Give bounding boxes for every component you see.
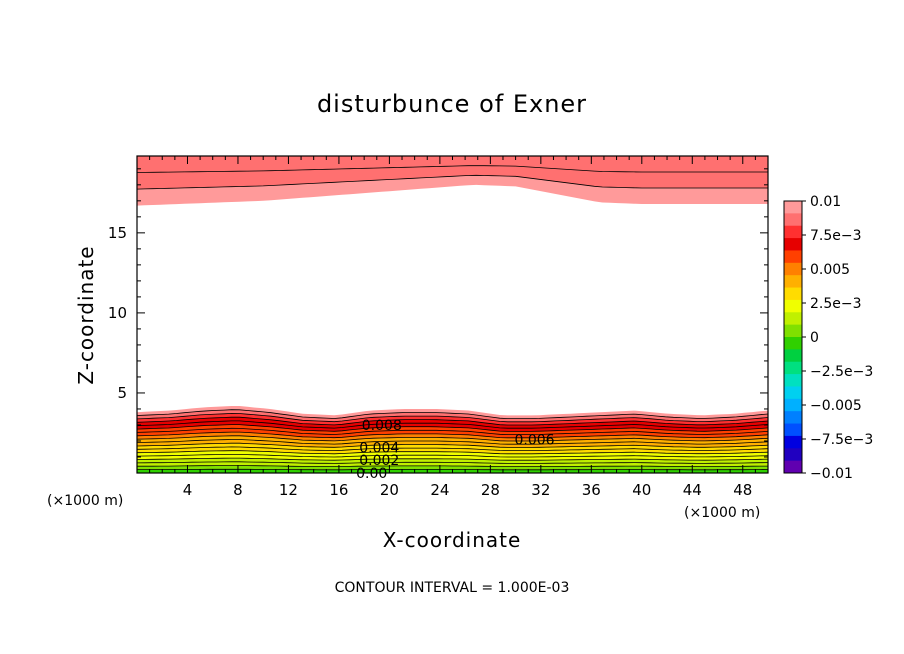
- contour-line: [136, 416, 769, 426]
- x-tick-label: 8: [233, 481, 243, 499]
- contour-line: [137, 465, 768, 468]
- contour-line: [136, 446, 769, 451]
- contour-band: [137, 165, 768, 190]
- colorbar-tick-label: 2.5e−3: [810, 296, 862, 312]
- contour-lines: [136, 165, 769, 471]
- colorbar-swatch: [784, 448, 802, 462]
- contour-band: [137, 454, 768, 461]
- x-tick-label: 32: [531, 481, 550, 499]
- contour-line: [136, 454, 769, 458]
- contour-bands: [137, 156, 768, 473]
- contour-label: 0.006: [514, 432, 554, 448]
- contour-label: 0.004: [359, 440, 399, 456]
- contour-band: [137, 450, 768, 457]
- contour-line: [136, 174, 768, 190]
- contour-interval-note: CONTOUR INTERVAL = 1.000E-03: [335, 580, 570, 596]
- x-tick-label: 20: [380, 481, 399, 499]
- contour-line: [136, 165, 768, 173]
- colorbar-swatch: [784, 386, 802, 400]
- colorbar-swatch: [784, 435, 802, 449]
- contour-line: [136, 424, 769, 432]
- contour-line: [136, 457, 769, 461]
- x-tick-label: 24: [430, 481, 449, 499]
- colorbar: 0.01 7.5e−3 0.005 2.5e−3 0 −2.5e−3 −0.005 −7.5e…: [783, 194, 873, 482]
- contour-band: [137, 413, 768, 425]
- contour-line: [136, 461, 769, 464]
- contour-label: 0.008: [362, 418, 402, 434]
- contour-line: [136, 439, 769, 445]
- x-tick-label: 40: [632, 481, 651, 499]
- y-tick-label: 10: [108, 304, 127, 322]
- colorbar-swatch: [784, 299, 802, 313]
- y-axis-ticks: 5 10 15: [108, 168, 768, 458]
- contour-line: [136, 427, 769, 435]
- colorbar-swatch: [784, 238, 802, 251]
- x-tick-label: 44: [683, 481, 702, 499]
- contour-band: [137, 443, 768, 451]
- colorbar-tick-label: −0.01: [810, 466, 853, 482]
- colorbar-swatch: [784, 225, 802, 239]
- x-unit-right: (×1000 m): [684, 505, 760, 521]
- contour-line: [136, 450, 769, 455]
- x-axis-label: X-coordinate: [383, 528, 522, 552]
- x-tick-label: 36: [582, 481, 601, 499]
- x-axis-ticks: 4 8 12 16 20 24 28 32 36 40 44 48: [149, 156, 756, 499]
- colorbar-tick-label: −7.5e−3: [810, 432, 873, 448]
- colorbar-swatch: [784, 460, 802, 474]
- chart-title: disturbunce of Exner: [317, 90, 587, 118]
- contour-line: [136, 409, 769, 419]
- x-tick-label: 28: [481, 481, 500, 499]
- contour-label: 0.00: [356, 466, 387, 482]
- colorbar-tick-label: 0.005: [810, 262, 850, 278]
- contour-line: [136, 420, 769, 429]
- colorbar-swatch: [784, 361, 802, 375]
- colorbar-swatch: [784, 349, 802, 363]
- colorbar-tick-label: 7.5e−3: [810, 228, 862, 244]
- contour-band: [137, 409, 768, 422]
- colorbar-swatch: [784, 250, 802, 264]
- colorbar-swatch: [784, 374, 802, 387]
- x-tick-label: 12: [279, 481, 298, 499]
- contour-band: [137, 156, 768, 173]
- colorbar-tick-label: −2.5e−3: [810, 364, 873, 380]
- contour-band: [137, 417, 768, 429]
- contour-band: [137, 406, 768, 419]
- contour-line: [136, 442, 769, 448]
- contour-line: [136, 431, 769, 439]
- x-unit-left: (×1000 m): [47, 493, 123, 509]
- colorbar-swatch: [784, 411, 802, 425]
- y-axis-label: Z-coordinate: [74, 245, 98, 384]
- y-tick-label: 15: [108, 224, 127, 242]
- colorbar-tick-label: 0.01: [810, 194, 841, 210]
- colorbar-swatch: [784, 262, 802, 276]
- contour-line: [136, 412, 769, 423]
- colorbar-swatch: [784, 287, 802, 301]
- colorbar-swatch: [784, 213, 802, 227]
- contour-band: [137, 446, 768, 454]
- x-tick-label: 4: [183, 481, 193, 499]
- colorbar-swatch: [784, 275, 802, 289]
- colorbar-tick-label: 0: [810, 330, 819, 346]
- contour-band: [137, 175, 768, 206]
- colorbar-swatch: [784, 312, 802, 326]
- y-tick-label: 5: [117, 384, 127, 402]
- colorbar-swatch: [784, 398, 802, 412]
- colorbar-swatch: [784, 201, 802, 214]
- colorbar-swatch: [784, 324, 802, 338]
- colorbar-tick-label: −0.005: [810, 398, 862, 414]
- contour-line: [136, 435, 769, 442]
- colorbar-swatch: [784, 337, 802, 350]
- x-tick-label: 16: [329, 481, 348, 499]
- colorbar-swatch: [784, 423, 802, 437]
- x-tick-label: 48: [733, 481, 752, 499]
